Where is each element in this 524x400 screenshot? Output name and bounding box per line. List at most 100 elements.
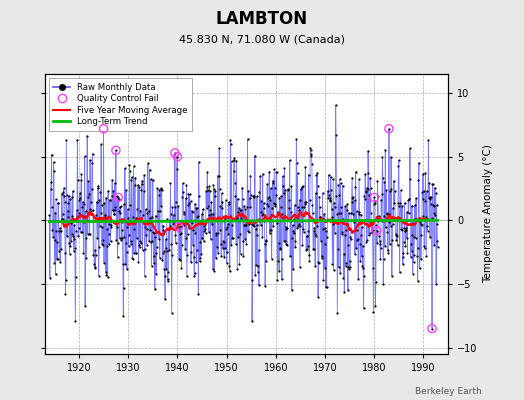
Point [282, 226, 291, 233]
Point [394, 163, 402, 170]
Point [347, 236, 355, 242]
Point [369, 265, 377, 271]
Point [383, 210, 391, 216]
Point [145, 166, 154, 173]
Point [224, 231, 233, 237]
Point [323, 234, 331, 240]
Point [380, 179, 389, 185]
Point [368, 220, 376, 227]
Point [174, 203, 182, 210]
Point [331, 230, 339, 236]
Point [351, 184, 359, 190]
Point [372, 222, 380, 228]
Point [379, 174, 387, 181]
Point [283, 225, 291, 231]
Point [323, 216, 332, 223]
Point [286, 157, 294, 164]
Point [152, 244, 161, 251]
Point [51, 237, 59, 243]
Point [356, 258, 365, 264]
Point [405, 196, 413, 202]
Point [47, 151, 56, 158]
Point [275, 194, 283, 201]
Point [173, 154, 182, 160]
Point [384, 249, 392, 256]
Point [79, 250, 88, 256]
Point [250, 194, 258, 200]
Point [351, 197, 359, 204]
Point [276, 245, 285, 252]
Point [372, 278, 380, 285]
Point [366, 185, 375, 192]
Point [389, 204, 397, 211]
Point [223, 224, 232, 230]
Point [318, 255, 326, 262]
Point [297, 218, 305, 224]
Point [166, 180, 174, 186]
Point [218, 204, 226, 211]
Point [377, 196, 385, 203]
Point [168, 309, 176, 316]
Point [414, 176, 423, 183]
Point [266, 227, 275, 234]
Point [297, 186, 305, 192]
Point [298, 204, 306, 210]
Point [163, 248, 171, 254]
Point [168, 251, 176, 258]
Point [354, 236, 362, 242]
Point [399, 261, 407, 267]
Point [418, 189, 427, 196]
Point [209, 182, 217, 188]
Point [149, 253, 158, 260]
Point [390, 200, 398, 206]
Point [346, 233, 355, 240]
Point [364, 169, 373, 176]
Point [356, 232, 365, 238]
Point [428, 181, 436, 188]
Point [78, 229, 86, 235]
Point [290, 230, 298, 236]
Point [286, 253, 294, 260]
Point [130, 182, 139, 188]
Point [185, 200, 193, 206]
Point [300, 200, 309, 207]
Point [319, 190, 327, 196]
Point [155, 236, 163, 242]
Point [348, 195, 357, 201]
Point [119, 285, 128, 292]
Point [271, 201, 280, 208]
Point [49, 159, 58, 166]
Point [217, 252, 225, 259]
Point [203, 169, 212, 176]
Point [263, 200, 271, 207]
Point [138, 177, 146, 184]
Point [122, 240, 130, 246]
Point [172, 199, 180, 205]
Point [348, 211, 357, 217]
Point [290, 216, 299, 223]
Point [144, 218, 152, 225]
Point [375, 233, 384, 240]
Point [75, 197, 84, 203]
Point [47, 179, 56, 185]
Point [313, 183, 322, 190]
Point [353, 227, 361, 233]
Point [76, 195, 84, 201]
Point [322, 284, 330, 290]
Point [75, 210, 83, 216]
Point [223, 248, 231, 255]
Point [92, 212, 101, 218]
Point [345, 258, 354, 265]
Point [350, 219, 358, 225]
Point [187, 249, 195, 255]
Point [307, 151, 315, 157]
Point [70, 248, 78, 254]
Point [139, 211, 148, 218]
Point [149, 177, 157, 183]
Point [222, 225, 231, 232]
Point [324, 194, 333, 201]
Point [429, 202, 438, 208]
Point [354, 276, 363, 282]
Point [431, 212, 440, 219]
Point [162, 216, 171, 222]
